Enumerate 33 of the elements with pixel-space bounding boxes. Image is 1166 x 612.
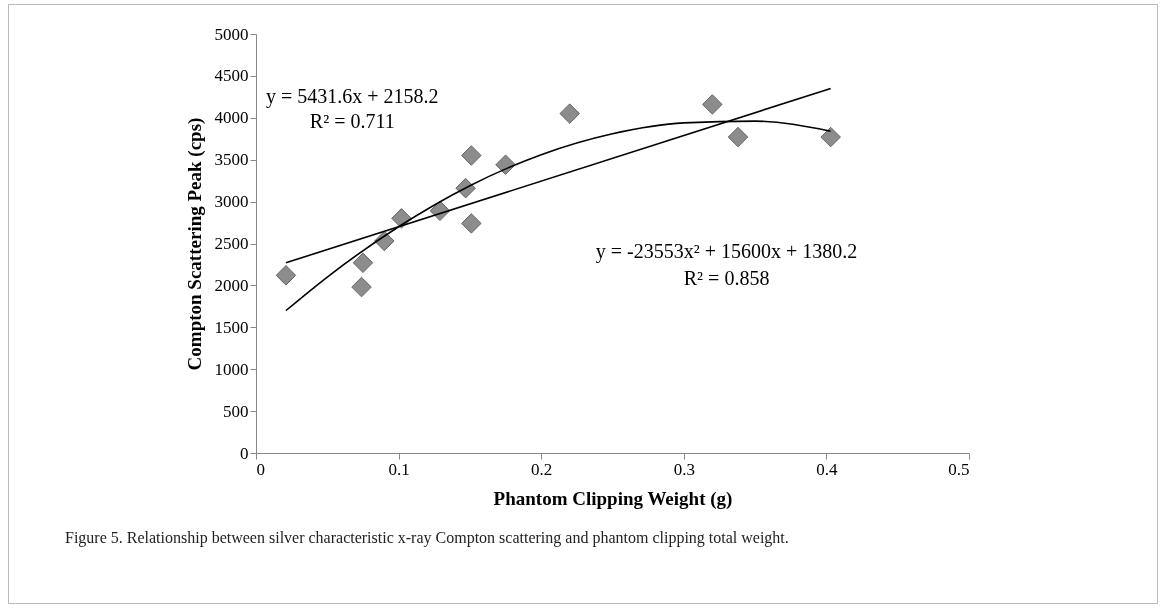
x-axis-title: Phantom Clipping Weight (g) — [493, 487, 733, 510]
annotation: R² = 0.858 — [683, 267, 770, 290]
point — [702, 94, 723, 115]
point — [820, 126, 841, 148]
point — [352, 252, 374, 274]
x-tick-label: 0.5 — [948, 459, 970, 479]
point — [727, 126, 749, 148]
x-tick-label: 0.4 — [816, 459, 839, 479]
y-tick-label: 500 — [223, 401, 249, 421]
y-axis-title: Compton Scattering Peak (cps) — [183, 117, 206, 371]
y-tick-label: 1500 — [214, 317, 249, 337]
caption: Figure 5. Relationship between silver characteristic x-ray Compton scattering and phantom clipping total weight. — [65, 529, 789, 547]
point — [275, 265, 297, 286]
y-tick-label: 2000 — [214, 275, 249, 295]
y-tick-label: 3000 — [214, 192, 249, 212]
x-tick-label: 0.1 — [388, 459, 410, 479]
point — [351, 276, 372, 298]
y-tick-label: 0 — [240, 443, 249, 463]
annotation: y = 5431.6x + 2158.2 — [265, 84, 439, 108]
annotation: R² = 0.711 — [309, 109, 395, 132]
y-tick-label: 4500 — [214, 66, 249, 86]
point — [559, 103, 580, 124]
point — [461, 213, 482, 234]
annotation: y = -23553x² + 15600x + 1380.2 — [595, 239, 858, 263]
x-tick-label: 0.2 — [531, 459, 553, 479]
x-tick-label: 0 — [256, 459, 265, 479]
y-tick-label: 3500 — [214, 150, 249, 170]
y-tick-label: 4000 — [214, 108, 249, 128]
x-tick-label: 0.3 — [673, 459, 695, 479]
y-tick-label: 1000 — [214, 359, 249, 379]
point — [461, 145, 482, 166]
y-tick-label: 2500 — [214, 234, 249, 253]
y-tick-label: 5000 — [214, 24, 249, 44]
